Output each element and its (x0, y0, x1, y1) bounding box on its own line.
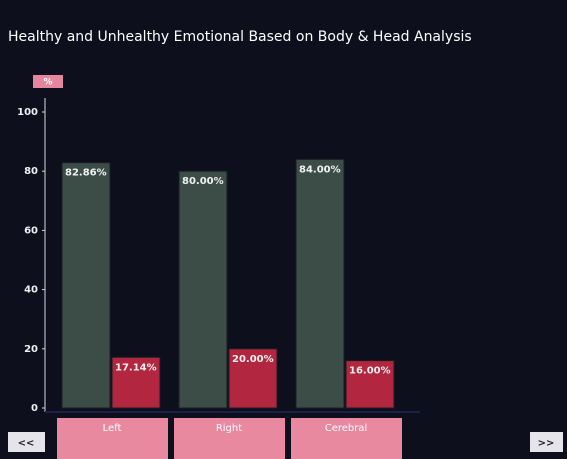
nav-prev-button[interactable] (8, 432, 45, 452)
chart-title: Healthy and Unhealthy Emotional Based on… (8, 29, 472, 45)
bar (228, 348, 278, 409)
bar (61, 162, 111, 409)
value-label: 20.00% (232, 354, 274, 365)
nav-prev[interactable]: << (8, 432, 45, 452)
y-tick-label: 80 (24, 166, 38, 177)
value-label: 16.00% (349, 366, 391, 377)
y-label: % (43, 78, 52, 88)
nav-next-button[interactable] (530, 432, 563, 452)
bar (345, 360, 395, 409)
nav-next-label[interactable]: >> (538, 438, 555, 449)
category-button[interactable] (291, 418, 402, 459)
y-tick-label: 0 (31, 403, 38, 414)
x-tick-label[interactable]: Right (216, 423, 242, 434)
nav-next[interactable]: >> (530, 432, 563, 452)
value-label: 17.14% (115, 362, 157, 373)
x-tick-label[interactable]: Cerebral (325, 423, 368, 434)
value-label: 82.86% (65, 168, 107, 179)
category-button[interactable] (174, 418, 285, 459)
y-tick-label: 60 (24, 225, 38, 236)
bar (295, 158, 345, 409)
bar (178, 170, 228, 409)
x-tick-label[interactable]: Left (103, 423, 122, 434)
bar (111, 356, 161, 409)
category-button[interactable] (57, 418, 168, 459)
y-label-box (33, 75, 63, 88)
value-label: 84.00% (299, 164, 341, 175)
value-label: 80.00% (182, 176, 224, 187)
nav-prev-label[interactable]: << (18, 438, 35, 449)
y-tick-label: 20 (24, 344, 38, 355)
y-tick-label: 100 (17, 107, 38, 118)
y-tick-label: 40 (24, 285, 38, 296)
